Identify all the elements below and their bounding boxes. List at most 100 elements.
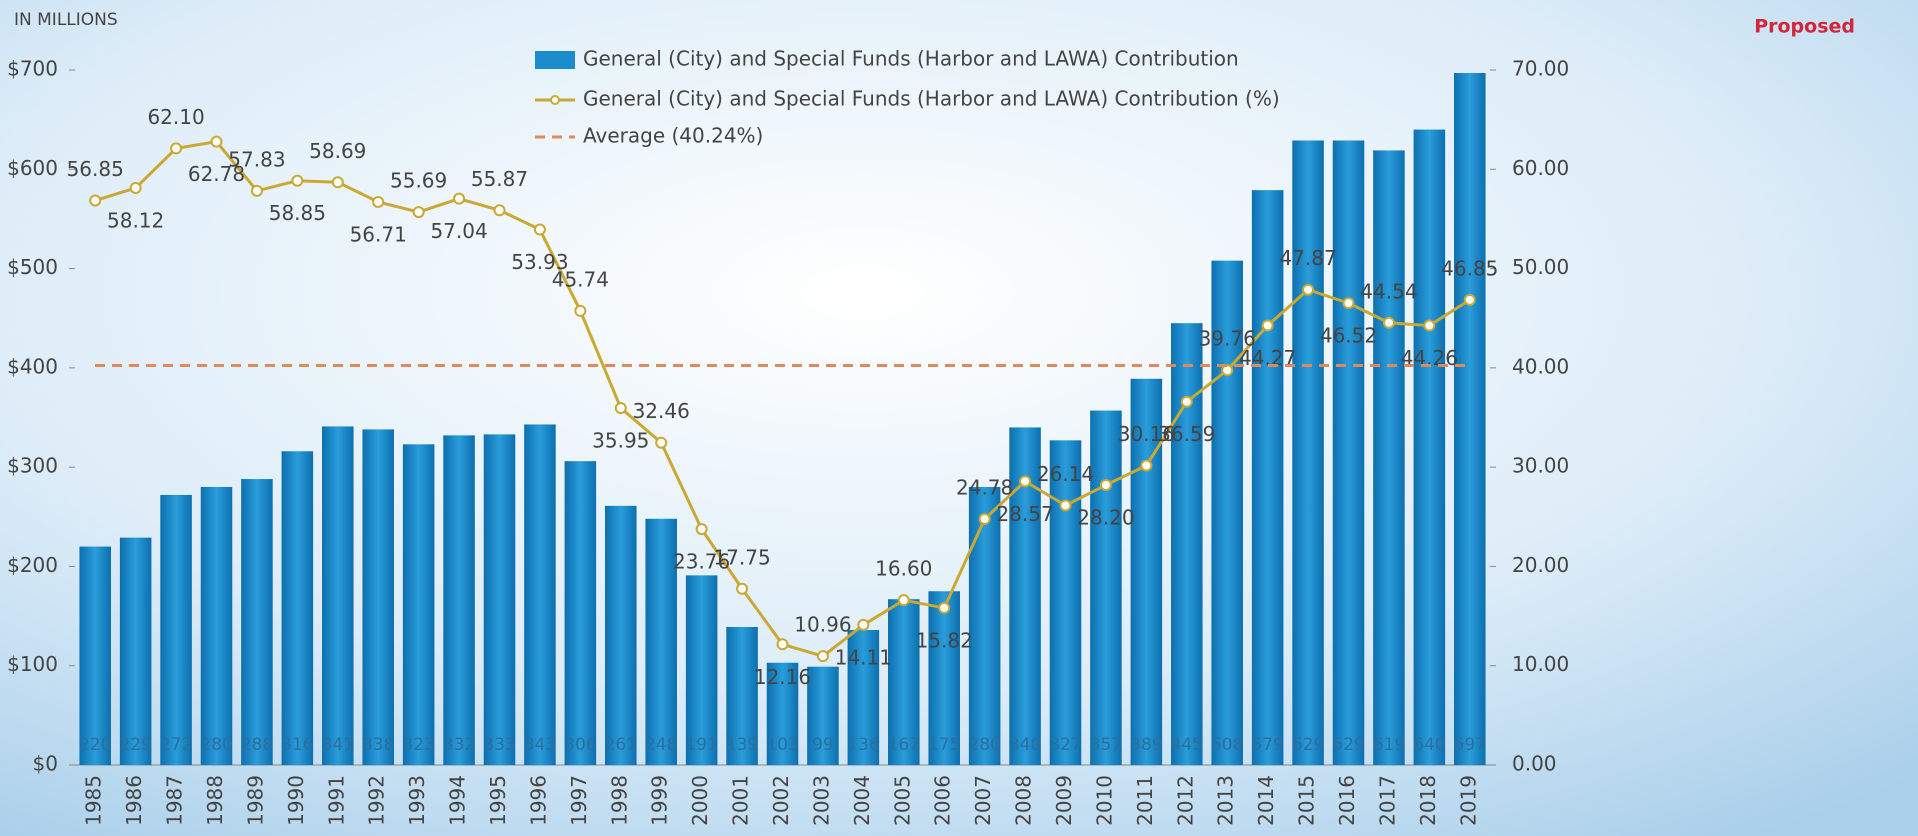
bar-value-label: 341	[322, 735, 354, 755]
line-marker	[493, 204, 506, 217]
bar-value-label: 619	[1373, 735, 1405, 755]
x-tick-label: 2008	[1012, 775, 1036, 826]
bar-value-label: 343	[524, 735, 556, 755]
line-value-label: 17.75	[713, 545, 770, 569]
y-tick-label: $100	[7, 652, 58, 676]
line-value-label: 62.78	[188, 162, 245, 186]
y2-tick-label: 50.00	[1512, 255, 1569, 279]
line-value-label: 23.76	[673, 550, 730, 574]
line-marker	[776, 638, 789, 651]
x-tick-label: 1990	[284, 775, 308, 826]
line-marker	[978, 512, 991, 525]
line-value-label: 32.46	[633, 399, 690, 423]
line-value-label: 57.04	[430, 219, 487, 243]
line-value-label: 12.16	[754, 665, 811, 689]
line-marker	[291, 174, 304, 187]
line-marker	[412, 206, 425, 219]
line-value-label: 14.11	[835, 645, 892, 669]
line-marker	[129, 181, 142, 194]
bar-value-label: 280	[200, 735, 232, 755]
line-marker	[533, 223, 546, 236]
x-tick-label: 1997	[567, 775, 591, 826]
bar	[443, 435, 475, 765]
bar	[928, 591, 960, 765]
line-value-label: 45.74	[552, 267, 609, 291]
y2-tick-label: 60.00	[1512, 156, 1569, 180]
line-value-label: 28.20	[1077, 506, 1134, 530]
x-tick-label: 1988	[203, 775, 227, 826]
bar-value-label: 136	[847, 735, 879, 755]
line-marker	[453, 192, 466, 205]
bar-value-label: 629	[1292, 735, 1324, 755]
line-marker	[1221, 364, 1234, 377]
bar	[483, 434, 516, 765]
bar-value-label: 445	[1171, 735, 1203, 755]
bar	[1049, 440, 1082, 765]
x-tick-label: 1996	[526, 775, 550, 826]
x-tick-label: 2019	[1456, 775, 1480, 826]
bar-value-label: 697	[1454, 735, 1486, 755]
bar-value-label: 272	[160, 735, 192, 755]
bar	[160, 494, 192, 765]
annotation: Proposed	[1754, 16, 1855, 38]
x-tick-label: 1993	[405, 775, 429, 826]
bar-value-label: 508	[1211, 735, 1243, 755]
x-tick-label: 1998	[607, 775, 631, 826]
y-axis-label: IN MILLIONS	[14, 10, 118, 30]
bar-value-label: 191	[685, 735, 717, 755]
y-tick-label: $600	[7, 156, 58, 180]
x-tick-label: 1987	[163, 775, 187, 826]
line-marker	[1019, 475, 1032, 488]
line-value-label: 15.82	[916, 628, 973, 652]
x-tick-label: 1986	[122, 775, 146, 826]
line-marker	[1140, 459, 1153, 472]
bar	[1454, 72, 1486, 765]
x-tick-label: 2004	[850, 775, 874, 826]
line-value-label: 35.95	[592, 429, 649, 453]
line-value-label: 58.85	[269, 201, 326, 225]
line-value-label: 28.57	[996, 502, 1053, 526]
line-value-label: 53.93	[511, 250, 568, 274]
bar-value-label: 316	[281, 735, 313, 755]
bar-value-label: 280	[968, 735, 1000, 755]
line-value-label: 55.69	[390, 169, 447, 193]
line-marker	[1342, 297, 1355, 310]
x-tick-label: 1989	[243, 775, 267, 826]
bar	[645, 518, 677, 765]
line-marker	[89, 194, 102, 207]
bar-value-label: 306	[564, 735, 596, 755]
x-tick-label: 2014	[1254, 775, 1278, 826]
line-value-label: 16.60	[875, 557, 932, 581]
x-tick-label: 2009	[1052, 775, 1076, 826]
line-value-label: 62.10	[147, 105, 204, 129]
bar	[1251, 190, 1284, 765]
bar-value-label: 139	[726, 735, 758, 755]
legend-label: General (City) and Special Funds (Harbor…	[583, 87, 1280, 111]
y2-tick-label: 40.00	[1512, 354, 1569, 378]
x-tick-label: 1985	[82, 775, 106, 826]
line-value-label: 56.85	[67, 157, 124, 181]
bar	[847, 629, 880, 765]
line-marker	[1261, 319, 1274, 332]
bar	[1413, 129, 1446, 766]
line-value-label: 24.78	[956, 475, 1013, 499]
y-tick-label: $200	[7, 553, 58, 577]
line-value-label: 47.87	[1279, 246, 1336, 270]
x-tick-label: 2012	[1173, 775, 1197, 826]
x-tick-label: 1999	[648, 775, 672, 826]
bar	[685, 575, 718, 765]
line-value-label: 55.87	[471, 167, 528, 191]
line-value-label: 26.14	[1037, 462, 1094, 486]
line-marker	[938, 601, 951, 614]
x-tick-label: 2007	[971, 775, 995, 826]
bar-value-label: 332	[443, 735, 475, 755]
bar	[605, 505, 637, 765]
line-marker	[816, 650, 829, 663]
legend-label: Average (40.24%)	[583, 124, 763, 148]
y-tick-label: $300	[7, 454, 58, 478]
bar	[807, 666, 839, 765]
x-tick-label: 2001	[729, 775, 753, 826]
bar-value-label: 338	[362, 735, 394, 755]
